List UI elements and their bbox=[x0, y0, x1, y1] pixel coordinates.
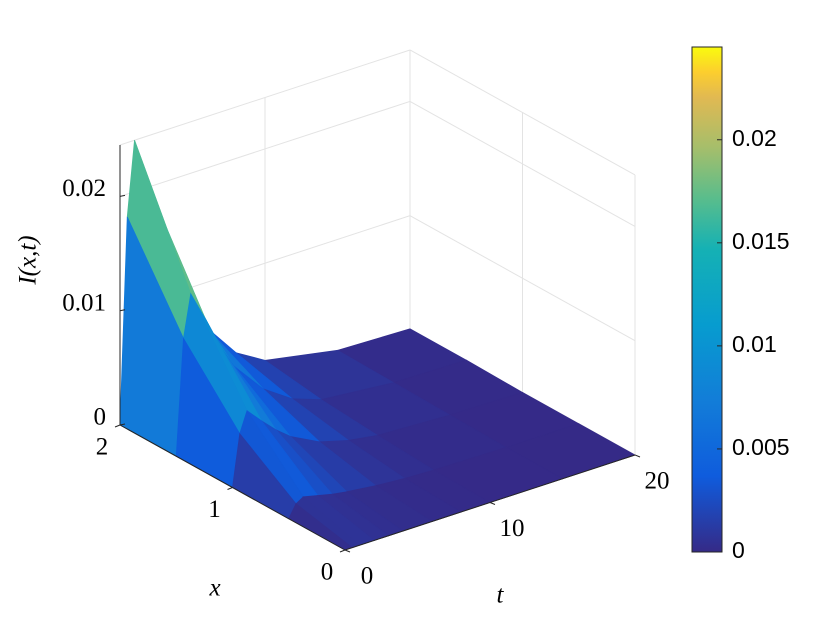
z-tick bbox=[119, 194, 126, 197]
x-tick bbox=[227, 487, 233, 490]
colorbar-tick-label: 0.015 bbox=[732, 228, 790, 254]
colorbar-tick-label: 0.005 bbox=[732, 434, 790, 460]
t-tick-label: 10 bbox=[500, 515, 525, 542]
x-tick-label: 1 bbox=[208, 496, 221, 523]
box-edge bbox=[119, 49, 411, 146]
z-tick-label: 0.02 bbox=[62, 175, 106, 202]
t-tick bbox=[344, 549, 351, 553]
z-tick bbox=[119, 423, 126, 426]
colorbar-tick-label: 0.02 bbox=[732, 125, 777, 151]
t-tick bbox=[634, 454, 641, 458]
x-tick bbox=[114, 424, 121, 428]
z-tick bbox=[119, 309, 126, 312]
t-tick-label: 20 bbox=[645, 468, 670, 495]
t-tick bbox=[489, 502, 496, 505]
box-edge bbox=[409, 49, 636, 176]
x-tick bbox=[339, 549, 346, 553]
z-axis-label: I(x,t) bbox=[15, 235, 42, 285]
t-axis-label: t bbox=[497, 582, 505, 609]
colorbar-tick-label: 0 bbox=[732, 537, 745, 563]
x-tick-label: 0 bbox=[321, 559, 334, 586]
t-tick-label: 0 bbox=[361, 563, 374, 590]
z-tick-label: 0 bbox=[94, 404, 107, 431]
colorbar-tick-label: 0.01 bbox=[732, 331, 777, 357]
z-tick-label: 0.01 bbox=[62, 289, 106, 316]
x-tick-label: 2 bbox=[96, 434, 109, 461]
colorbar bbox=[691, 46, 723, 553]
x-axis-label: x bbox=[208, 575, 220, 602]
